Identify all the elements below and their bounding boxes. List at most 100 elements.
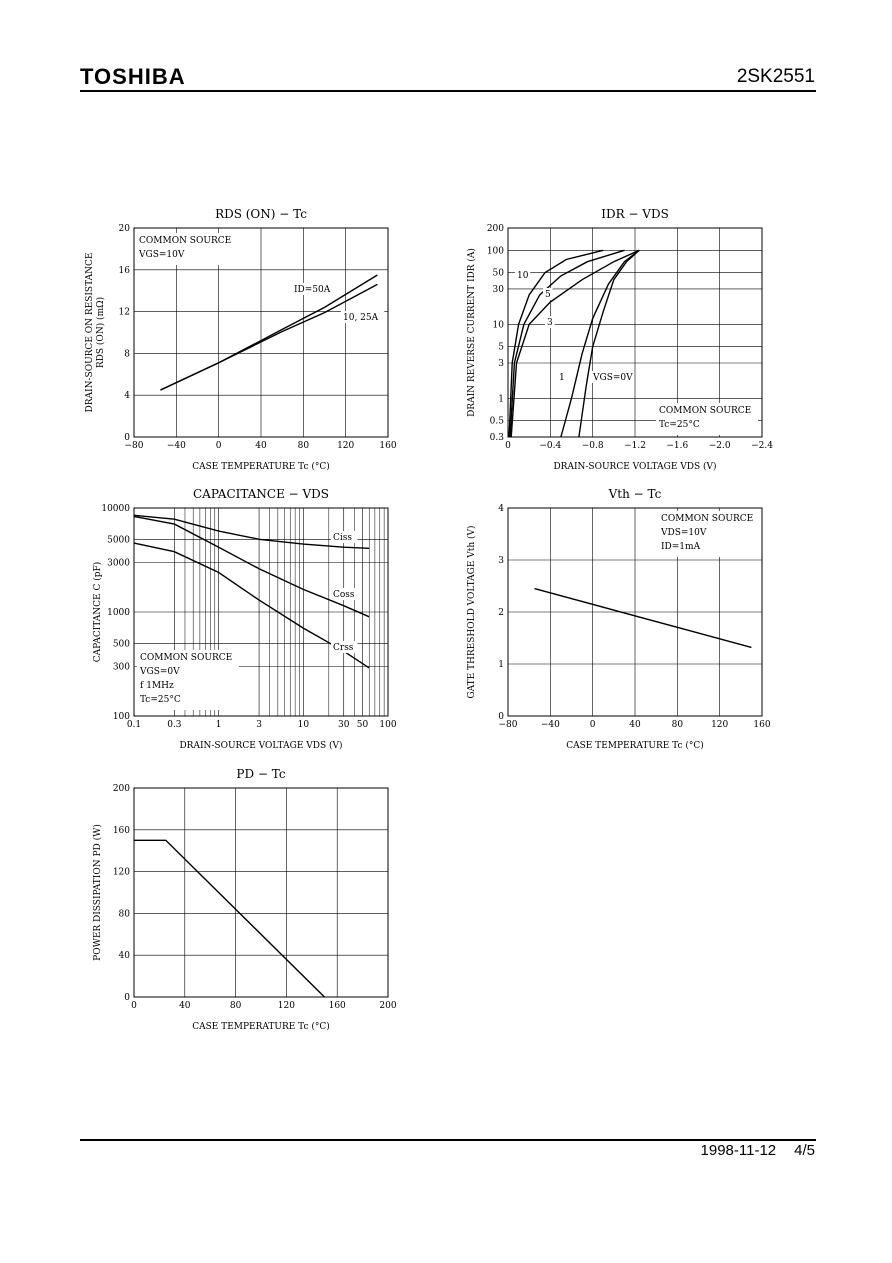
chart-title: IDR − VDS (601, 207, 669, 221)
footer: 1998-11-12 4/5 (683, 1142, 815, 1159)
series-line (160, 283, 378, 391)
series-line (560, 249, 640, 438)
chart-note: COMMON SOURCE (139, 236, 231, 246)
chart-title: PD − Tc (236, 767, 285, 781)
y-tick-label: 12 (119, 308, 130, 318)
x-tick-label: 0 (216, 441, 222, 451)
x-tick-label: 120 (711, 720, 728, 730)
notes-backdrop (656, 403, 758, 435)
y-tick-label: 0.3 (490, 433, 505, 443)
chart-vth: −80 −40 0 40 80 120 160 0 1 2 3 4 Vth − Tc CASE TEMPE… (466, 487, 771, 751)
y-tick-label: 100 (113, 712, 130, 722)
series-label: 5 (545, 290, 551, 300)
x-axis-label: CASE TEMPERATURE Tc (°C) (192, 1021, 330, 1032)
series-line (134, 839, 325, 998)
series-label-backdrop (515, 269, 531, 281)
y-tick-label: 0 (124, 433, 130, 443)
notes-backdrop (658, 511, 760, 557)
series-line (508, 249, 604, 438)
series-label-backdrop (292, 283, 330, 295)
series-label: 10, 25A (343, 313, 379, 323)
footer-date: 1998-11-12 (700, 1142, 777, 1159)
chart-note: COMMON SOURCE (661, 514, 753, 524)
y-tick-label: 3 (498, 359, 504, 369)
y-tick-label: 20 (119, 224, 131, 234)
series-label-backdrop (545, 316, 555, 328)
series-label-backdrop (341, 311, 385, 323)
series-label-backdrop (331, 588, 358, 600)
x-tick-label: −1.2 (624, 441, 646, 451)
x-tick-label: 160 (329, 1001, 346, 1011)
x-tick-label: 80 (672, 720, 684, 730)
part-number: 2SK2551 (736, 66, 815, 87)
series-label: VGS=0V (592, 373, 633, 383)
chart-note: f 1MHz (140, 681, 174, 691)
series-label: Crss (333, 643, 354, 653)
footer-rule (80, 1139, 816, 1141)
y-tick-label: 120 (113, 868, 130, 878)
x-tick-label: −40 (167, 441, 186, 451)
x-axis-label: DRAIN-SOURCE VOLTAGE VDS (V) (179, 740, 342, 751)
footer-page: 4/5 (794, 1142, 815, 1159)
y-tick-label: 3000 (107, 558, 130, 568)
chart-pd: 0 40 80 120 160 200 0 40 80 120 160 200 PD − Tc CASE … (92, 767, 397, 1032)
chart-rds: −80 −40 0 40 80 120 160 0 4 8 12 16 20 RDS (ON) − Tc C… (85, 207, 397, 472)
x-tick-label: −0.8 (582, 441, 604, 451)
x-tick-label: 50 (357, 720, 369, 730)
x-tick-label: 80 (230, 1001, 242, 1011)
series-label-backdrop (591, 371, 629, 383)
y-tick-label: 4 (124, 391, 130, 401)
y-tick-label: 40 (119, 951, 131, 961)
chart-title: RDS (ON) − Tc (215, 207, 307, 221)
series-label-backdrop (557, 371, 567, 383)
x-tick-label: 160 (753, 720, 770, 730)
chart-note: Tc=25°C (140, 695, 181, 705)
y-axis-label-unit: RDS (ON) (mΩ) (95, 297, 106, 368)
x-tick-label: 10 (298, 720, 310, 730)
x-tick-label: 1 (216, 720, 222, 730)
x-tick-label: 0 (505, 441, 511, 451)
series-label-backdrop (331, 641, 358, 653)
x-tick-label: 200 (379, 1001, 396, 1011)
y-tick-label: 50 (493, 269, 505, 279)
y-axis-label: POWER DISSIPATION PD (W) (92, 824, 103, 961)
x-tick-label: 80 (298, 441, 310, 451)
y-axis-label: GATE THRESHOLD VOLTAGE Vth (V) (466, 525, 477, 698)
chart-note: COMMON SOURCE (659, 406, 751, 416)
series-line (160, 274, 378, 391)
x-axis-label: CASE TEMPERATURE Tc (°C) (192, 461, 330, 472)
x-tick-label: 40 (629, 720, 641, 730)
chart-note: Tc=25°C (659, 420, 700, 430)
brand-logo: TOSHIBA (80, 64, 186, 89)
chart-idr: 0 −0.4 −0.8 −1.2 −1.6 −2.0 −2.4 0.3 0.5 1 3 5 10 30 50… (466, 207, 773, 472)
x-tick-label: 0.1 (127, 720, 141, 730)
y-tick-label: 200 (113, 784, 130, 794)
x-tick-label: 0.3 (167, 720, 182, 730)
x-tick-label: −2.4 (751, 441, 773, 451)
x-tick-label: 0 (590, 720, 596, 730)
y-tick-label: 10000 (101, 504, 130, 514)
y-tick-label: 1 (498, 394, 504, 404)
series-line (578, 249, 640, 438)
series-line (510, 249, 640, 438)
series-label-backdrop (543, 288, 553, 300)
chart-note: VDS=10V (660, 528, 707, 538)
y-tick-label: 200 (487, 224, 504, 234)
y-tick-label: 16 (119, 266, 131, 276)
plot-frame (133, 507, 389, 717)
y-axis-label: DRAIN REVERSE CURRENT IDR (A) (466, 248, 477, 417)
plot-frame (133, 227, 389, 438)
x-tick-label: −40 (541, 720, 560, 730)
x-tick-label: 0 (131, 1001, 137, 1011)
y-tick-label: 5000 (107, 535, 130, 545)
series-label: Coss (333, 590, 355, 600)
y-tick-label: 0.5 (490, 417, 505, 427)
header-rule (80, 90, 816, 92)
series-label-backdrop (331, 531, 358, 543)
plot-frame (507, 507, 763, 717)
plot-frame (133, 787, 389, 998)
y-tick-label: 500 (113, 639, 130, 649)
x-tick-label: −80 (499, 720, 518, 730)
plot-frame (507, 227, 763, 438)
x-tick-label: 40 (255, 441, 267, 451)
